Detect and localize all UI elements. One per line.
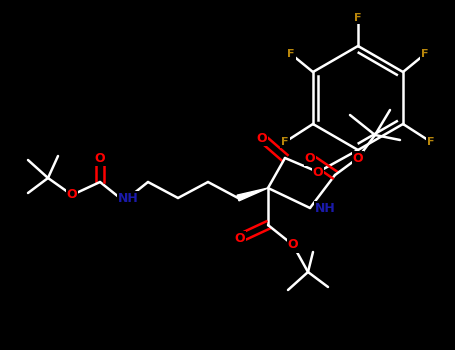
Text: O: O bbox=[235, 231, 245, 245]
Text: NH: NH bbox=[315, 202, 336, 215]
Text: NH: NH bbox=[118, 191, 138, 204]
Text: F: F bbox=[421, 49, 429, 59]
Text: O: O bbox=[313, 166, 324, 178]
Polygon shape bbox=[237, 188, 268, 201]
Text: O: O bbox=[257, 132, 268, 145]
Text: F: F bbox=[281, 137, 289, 147]
Text: F: F bbox=[287, 49, 295, 59]
Text: O: O bbox=[95, 152, 105, 164]
Text: F: F bbox=[427, 137, 435, 147]
Text: O: O bbox=[67, 189, 77, 202]
Text: O: O bbox=[305, 152, 315, 164]
Text: O: O bbox=[288, 238, 298, 252]
Text: O: O bbox=[353, 152, 363, 164]
Text: F: F bbox=[354, 13, 362, 23]
